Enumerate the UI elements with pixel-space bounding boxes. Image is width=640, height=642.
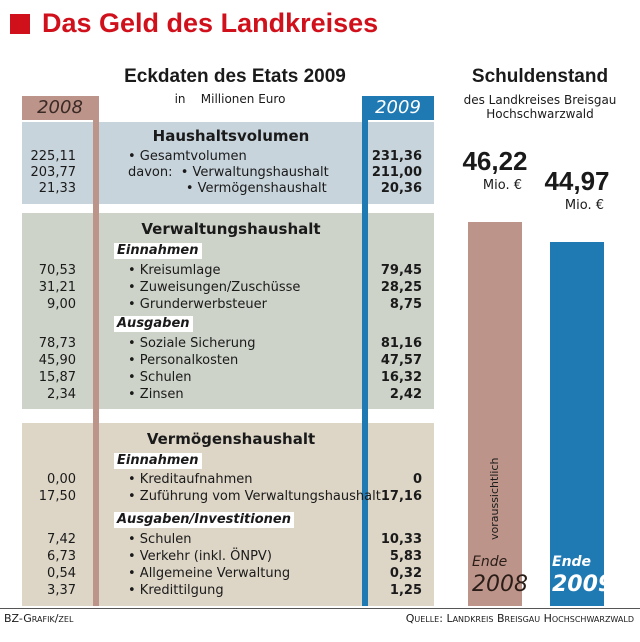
value-2008: 0,54	[47, 566, 76, 581]
value-2008: 7,42	[47, 532, 76, 547]
value-2009: 0	[412, 472, 422, 487]
page-title: Das Geld des Landkreises	[42, 8, 379, 38]
value-2009: 20,36	[380, 181, 422, 196]
value-2009: 79,45	[380, 263, 422, 278]
table-row: 203,77 davon: • Verwaltungshaushalt 211,…	[22, 164, 434, 181]
table-row: 78,73 • Soziale Sicherung 81,16	[22, 335, 434, 352]
bar-2009-year: 2009	[552, 572, 614, 597]
value-label-2008: 46,22	[462, 146, 528, 176]
row-label: • Zuweisungen/Zuschüsse	[128, 280, 301, 295]
table-row: 7,42 • Schulen 10,33	[22, 531, 434, 548]
value-2008: 15,87	[38, 370, 76, 385]
row-label: • Kredittilgung	[128, 583, 224, 598]
column-2008-label: 2008	[37, 97, 83, 118]
table-row: 21,33 • Vermögenshaushalt 20,36	[22, 180, 434, 197]
bar-2009	[550, 242, 604, 606]
table-row: 3,37 • Kredittilgung 1,25	[22, 582, 434, 599]
value-2009: 10,33	[380, 532, 422, 547]
row-label: • Vermögenshaushalt	[128, 181, 327, 196]
row-label: • Schulen	[128, 370, 192, 385]
row-label: • Soziale Sicherung	[128, 336, 256, 351]
value-2009: 17,16	[380, 489, 422, 504]
value-2008: 9,00	[47, 297, 76, 312]
bar-2008-prefix: Ende	[472, 554, 508, 570]
value-2009: 1,25	[389, 583, 422, 598]
value-2009: 47,57	[380, 353, 422, 368]
title-marker	[10, 14, 30, 34]
row-label: • Zinsen	[128, 387, 184, 402]
column-2008-line	[93, 96, 99, 606]
source-note: Quelle: Landkreis Breisgau Hochschwarzwa…	[405, 612, 634, 625]
table-row: 31,21 • Zuweisungen/Zuschüsse 28,25	[22, 279, 434, 296]
footer-divider	[0, 608, 640, 609]
table-row: 225,11 • Gesamtvolumen 231,36	[22, 148, 434, 165]
note-voraussichtlich: voraussichtlich	[488, 457, 501, 540]
value-2008: 6,73	[47, 549, 76, 564]
section-title-haushaltsvolumen: Haushaltsvolumen	[152, 127, 310, 145]
column-2008-tab	[22, 96, 98, 120]
graphic-credit: BZ-Grafik/zel	[4, 612, 74, 625]
row-label: • Grunderwerbsteuer	[128, 297, 267, 312]
row-label: • Gesamtvolumen	[128, 149, 247, 164]
debt-subtitle-line2: Hochschwarzwald	[486, 107, 594, 121]
value-2009: 5,83	[389, 549, 422, 564]
column-2009-tab	[362, 96, 434, 120]
row-label: davon: • Verwaltungshaushalt	[128, 165, 329, 180]
value-2008: 31,21	[38, 280, 76, 295]
table-row: 15,87 • Schulen 16,32	[22, 369, 434, 386]
debt-title: Schuldenstand	[471, 66, 609, 87]
table-row: 0,00 • Kreditaufnahmen 0	[22, 471, 434, 488]
bar-2008	[468, 222, 522, 606]
column-2009-label: 2009	[375, 97, 421, 118]
column-2009-line	[362, 96, 368, 606]
table-row: 70,53 • Kreisumlage 79,45	[22, 262, 434, 279]
section-title-verwaltungshaushalt: Verwaltungshaushalt	[141, 220, 321, 238]
table-row: 2,34 • Zinsen 2,42	[22, 386, 434, 403]
table-subtitle: in Millionen Euro	[174, 92, 286, 106]
value-2008: 2,34	[47, 387, 76, 402]
value-2008: 225,11	[30, 149, 77, 164]
section-title-vermoegenshaushalt: Vermögenshaushalt	[146, 430, 316, 448]
table-row: 0,54 • Allgemeine Verwaltung 0,32	[22, 565, 434, 582]
table-title: Eckdaten des Etats 2009	[124, 66, 346, 87]
unit-label-2009: Mio. €	[564, 198, 604, 213]
subheading-ausgaben: Ausgaben	[114, 316, 193, 332]
value-2009: 231,36	[371, 149, 422, 164]
value-2009: 28,25	[380, 280, 422, 295]
subheading-ausgaben-investitionen: Ausgaben/Investitionen	[114, 512, 294, 528]
value-2009: 0,32	[389, 566, 422, 581]
row-label: • Verkehr (inkl. ÖNPV)	[128, 549, 272, 564]
row-label: • Zuführung vom Verwaltungshaushalt	[128, 489, 381, 504]
row-label: • Kreditaufnahmen	[128, 472, 253, 487]
value-2009: 211,00	[371, 165, 422, 180]
subheading-einnahmen: Einnahmen	[114, 243, 202, 259]
value-2009: 2,42	[389, 387, 422, 402]
value-label-2009: 44,97	[544, 166, 610, 196]
table-row: 17,50 • Zuführung vom Verwaltungshaushal…	[22, 488, 434, 505]
unit-label-2008: Mio. €	[482, 178, 522, 193]
value-2008: 70,53	[38, 263, 76, 278]
value-2008: 45,90	[38, 353, 76, 368]
value-2008: 21,33	[38, 181, 76, 196]
table-row: 45,90 • Personalkosten 47,57	[22, 352, 434, 369]
subheading-einnahmen: Einnahmen	[114, 453, 202, 469]
row-label: • Allgemeine Verwaltung	[128, 566, 291, 581]
value-2008: 0,00	[47, 472, 76, 487]
value-2008: 203,77	[30, 165, 77, 180]
debt-subtitle-line1: des Landkreises Breisgau	[463, 93, 617, 107]
bar-2009-prefix: Ende	[552, 554, 592, 570]
row-label: • Personalkosten	[128, 353, 239, 368]
row-label: • Schulen	[128, 532, 192, 547]
value-2008: 3,37	[47, 583, 76, 598]
table-row: 6,73 • Verkehr (inkl. ÖNPV) 5,83	[22, 548, 434, 565]
value-2008: 78,73	[38, 336, 76, 351]
row-label: • Kreisumlage	[128, 263, 221, 278]
value-2009: 81,16	[380, 336, 422, 351]
value-2009: 16,32	[380, 370, 422, 385]
debt-bar-chart: 46,22 Mio. € 44,97 Mio. € Ende 2008 Ende…	[448, 130, 640, 606]
table-row: 9,00 • Grunderwerbsteuer 8,75	[22, 296, 434, 313]
bar-2008-year: 2008	[472, 572, 528, 597]
value-2008: 17,50	[38, 489, 76, 504]
value-2009: 8,75	[389, 297, 422, 312]
